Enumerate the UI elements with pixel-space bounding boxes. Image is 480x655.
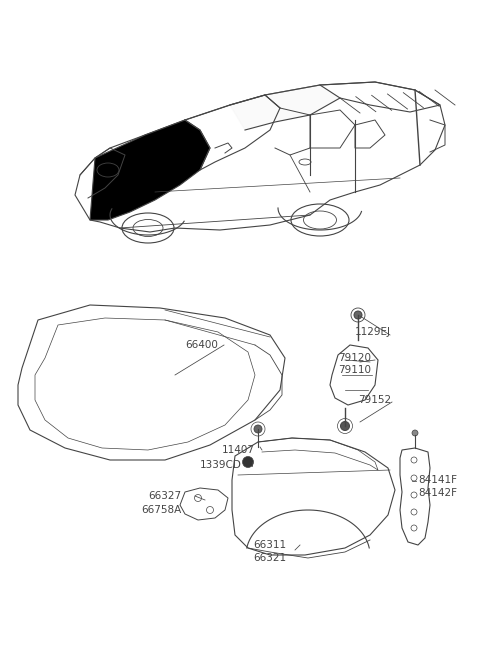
Ellipse shape [340,422,349,430]
Text: 66400: 66400 [185,340,218,350]
Text: 1339CD: 1339CD [200,460,242,470]
Circle shape [242,457,253,468]
Text: 84141F: 84141F [418,475,457,485]
Polygon shape [230,85,340,130]
Text: 84142F: 84142F [418,488,457,498]
Text: 11407: 11407 [222,445,255,455]
Text: 1129EJ: 1129EJ [355,327,391,337]
Text: 79120: 79120 [338,353,371,363]
Ellipse shape [412,430,418,436]
Text: 79152: 79152 [358,395,391,405]
Text: 66327: 66327 [148,491,181,501]
Text: 66311: 66311 [253,540,286,550]
Ellipse shape [354,311,362,319]
Polygon shape [90,120,210,220]
Text: 66758A: 66758A [141,505,181,515]
Ellipse shape [254,425,262,433]
Text: 66321: 66321 [253,553,286,563]
Text: 79110: 79110 [338,365,371,375]
